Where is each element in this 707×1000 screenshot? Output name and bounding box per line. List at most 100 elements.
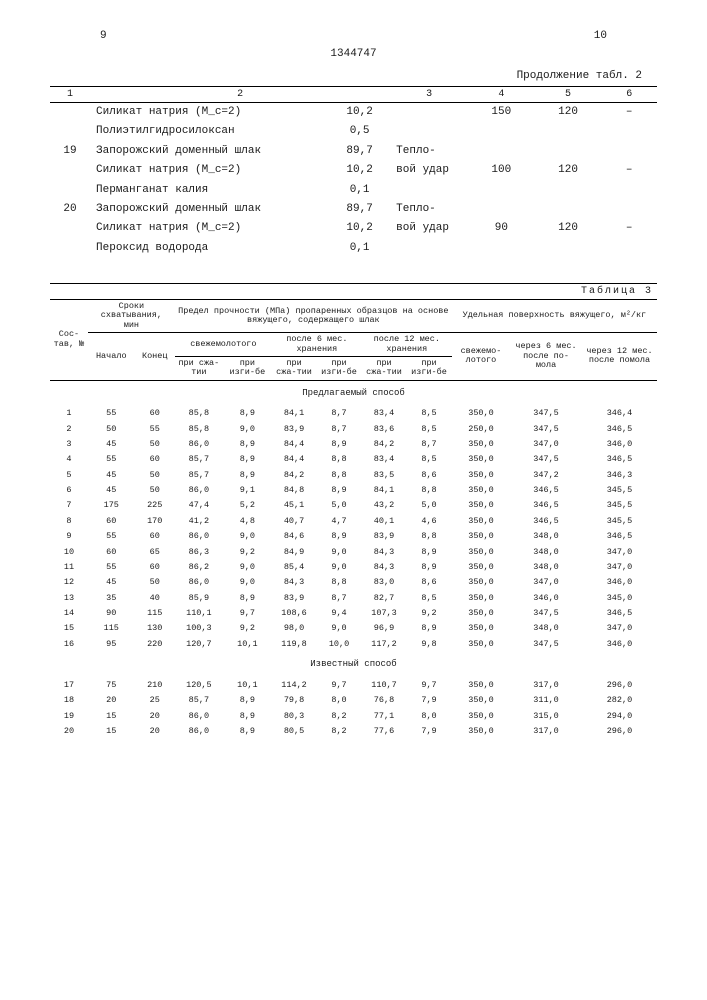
- table2-row: 19Запорожский доменный шлак89,7Тепло-: [50, 142, 657, 161]
- table2-row: Перманганат калия0,1: [50, 181, 657, 200]
- table3-cell: 8,9: [316, 437, 362, 452]
- table2-cell: Силикат натрия (M_c=2): [90, 161, 329, 180]
- table3-cell: 86,0: [175, 709, 223, 724]
- table3-cell: 20: [88, 693, 135, 708]
- table3-cell: 350,0: [452, 637, 510, 652]
- table3-cell: 85,4: [272, 560, 316, 575]
- table2-cell: [601, 142, 657, 161]
- t3-h-sroki: Сроки схватывания, мин: [88, 300, 175, 333]
- table2-row: Силикат натрия (M_c=2)10,2150120–: [50, 103, 657, 123]
- table2-cell: [535, 181, 602, 200]
- table3-cell: 60: [135, 560, 175, 575]
- table2-cell: [50, 161, 90, 180]
- table3-cell: 8,7: [316, 591, 362, 606]
- table3-cell: 85,7: [175, 693, 223, 708]
- table3-cell: 315,0: [510, 709, 582, 724]
- table2-cell: 89,7: [329, 200, 390, 219]
- table3-section-row: Известный способ: [50, 652, 657, 678]
- table2-cell: вой удар: [390, 219, 468, 238]
- table3-cell: 350,0: [452, 529, 510, 544]
- table3-section-title: Предлагаемый способ: [50, 380, 657, 406]
- table3-cell: 9,2: [406, 606, 452, 621]
- table3-cell: 19: [50, 709, 88, 724]
- table3-cell: 4,8: [223, 514, 272, 529]
- t3-head-row1: Сос-тав, № Сроки схватывания, мин Предел…: [50, 300, 657, 333]
- t2-h6: 6: [601, 87, 657, 103]
- table3-cell: 84,2: [272, 468, 316, 483]
- table3-cell: 13: [50, 591, 88, 606]
- table3-cell: 8,2: [316, 724, 362, 739]
- table3-cell: 347,0: [582, 560, 657, 575]
- table3-cell: 83,4: [362, 452, 406, 467]
- table3-cell: 8,9: [223, 406, 272, 421]
- table3-cell: 47,4: [175, 498, 223, 513]
- table3-cell: 296,0: [582, 678, 657, 693]
- table3-cell: 4,6: [406, 514, 452, 529]
- table3-cell: 8,8: [316, 575, 362, 590]
- table2-cell: Пероксид водорода: [90, 239, 329, 258]
- table3-cell: 8: [50, 514, 88, 529]
- table2-cell: –: [601, 161, 657, 180]
- table3-cell: 18: [50, 693, 88, 708]
- table3-row: 10606586,39,284,99,084,38,9350,0348,0347…: [50, 545, 657, 560]
- table3-cell: 85,8: [175, 422, 223, 437]
- table2-cell: [468, 200, 535, 219]
- table3-cell: 347,0: [510, 437, 582, 452]
- table3-cell: 84,6: [272, 529, 316, 544]
- table2-cell: Перманганат калия: [90, 181, 329, 200]
- page-numbers: 9 10: [50, 30, 657, 42]
- divider: [50, 283, 657, 284]
- table3-cell: 86,0: [175, 529, 223, 544]
- page-left: 9: [50, 30, 157, 42]
- table3-cell: 8,9: [223, 452, 272, 467]
- table2-cell: [468, 122, 535, 141]
- table3-cell: 9,4: [316, 606, 362, 621]
- table3-cell: 9,7: [316, 678, 362, 693]
- table3-cell: 8,9: [406, 545, 452, 560]
- table3-cell: 347,5: [510, 637, 582, 652]
- table3-cell: 80,5: [272, 724, 316, 739]
- table3-cell: 346,5: [582, 452, 657, 467]
- table3-row: 1775210120,510,1114,29,7110,79,7350,0317…: [50, 678, 657, 693]
- table3-cell: 75: [88, 678, 135, 693]
- table2-cell: [535, 122, 602, 141]
- table2-cell: 120: [535, 161, 602, 180]
- table2-cell: 10,2: [329, 219, 390, 238]
- table2-cell: [535, 142, 602, 161]
- table2-row: Силикат натрия (M_c=2)10,2вой удар100120…: [50, 161, 657, 180]
- table2-cell: [535, 200, 602, 219]
- t3-h-12m: после 12 мес. хранения: [362, 333, 452, 357]
- table3-cell: 7,9: [406, 693, 452, 708]
- table3-cell: 86,2: [175, 560, 223, 575]
- table3-cell: 346,5: [582, 529, 657, 544]
- table3-cell: 9,0: [223, 560, 272, 575]
- table3-cell: 83,6: [362, 422, 406, 437]
- t2-h2: 2: [90, 87, 390, 103]
- table3-row: 11556086,29,085,49,084,38,9350,0348,0347…: [50, 560, 657, 575]
- t3-h-u2: через 6 мес. после по-мола: [510, 333, 582, 380]
- table2-cell: [468, 239, 535, 258]
- table3-cell: 84,4: [272, 452, 316, 467]
- table2-cell: Силикат натрия (M_c=2): [90, 103, 329, 123]
- table2-cell: 20: [50, 200, 90, 219]
- table2-cell: 19: [50, 142, 90, 161]
- t3-h-6m: после 6 мес. хранения: [272, 333, 362, 357]
- table3-cell: 41,2: [175, 514, 223, 529]
- table3-cell: 20: [135, 709, 175, 724]
- table3-cell: 346,5: [582, 606, 657, 621]
- table3-cell: 348,0: [510, 621, 582, 636]
- table3-cell: 65: [135, 545, 175, 560]
- table3-cell: 98,0: [272, 621, 316, 636]
- table2-cell: Тепло-: [390, 200, 468, 219]
- table3-cell: 83,4: [362, 406, 406, 421]
- t3-h-u3: через 12 мес. после помола: [582, 333, 657, 380]
- table3-cell: 50: [88, 422, 135, 437]
- table3-row: 3455086,08,984,48,984,28,7350,0347,0346,…: [50, 437, 657, 452]
- table3-cell: 296,0: [582, 724, 657, 739]
- table3-cell: 8,9: [406, 560, 452, 575]
- table3-cell: 43,2: [362, 498, 406, 513]
- table3-cell: 90: [88, 606, 135, 621]
- table3-cell: 8,8: [316, 468, 362, 483]
- table3-cell: 9,8: [406, 637, 452, 652]
- table3-cell: 9: [50, 529, 88, 544]
